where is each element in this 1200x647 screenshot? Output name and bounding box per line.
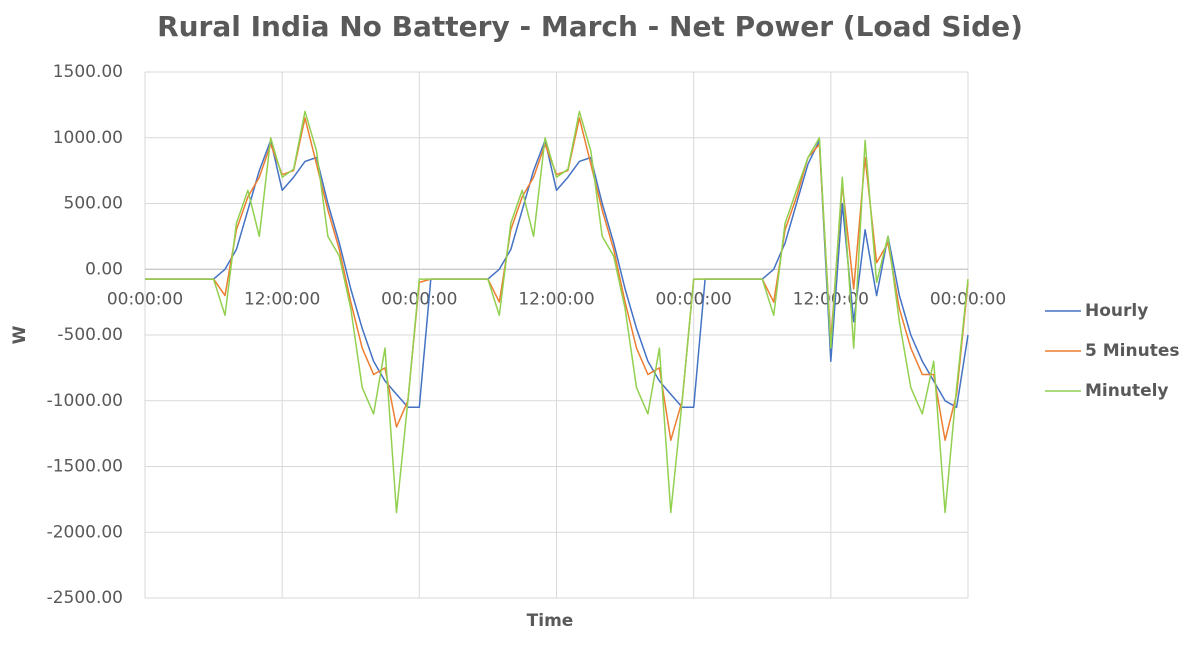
x-tick-label: 00:00:00 [655, 289, 731, 309]
y-tick-label: 1000.00 [53, 128, 123, 148]
y-tick-label: -1000.00 [47, 391, 123, 411]
y-tick-label: -2500.00 [47, 588, 123, 608]
chart-title: Rural India No Battery - March - Net Pow… [157, 10, 1023, 43]
y-tick-label: 500.00 [64, 194, 123, 214]
y-tick-label: -1500.00 [47, 457, 123, 477]
x-tick-label: 00:00:00 [107, 289, 183, 309]
y-axis-title: W [10, 325, 30, 344]
x-tick-label: 00:00:00 [930, 289, 1006, 309]
y-tick-label: -500.00 [57, 325, 123, 345]
legend-label: 5 Minutes [1085, 341, 1179, 361]
x-tick-label: 00:00:00 [381, 289, 457, 309]
y-tick-label: 0.00 [85, 259, 123, 279]
x-tick-label: 12:00:00 [244, 289, 320, 309]
series-line [145, 139, 969, 409]
y-tick-label: -2000.00 [47, 522, 123, 542]
x-axis-title: Time [527, 611, 574, 631]
legend-label: Minutely [1085, 381, 1169, 401]
legend-label: Hourly [1085, 301, 1148, 321]
y-tick-label: 1500.00 [53, 62, 123, 82]
x-tick-label: 12:00:00 [518, 289, 594, 309]
series-line [145, 110, 969, 514]
